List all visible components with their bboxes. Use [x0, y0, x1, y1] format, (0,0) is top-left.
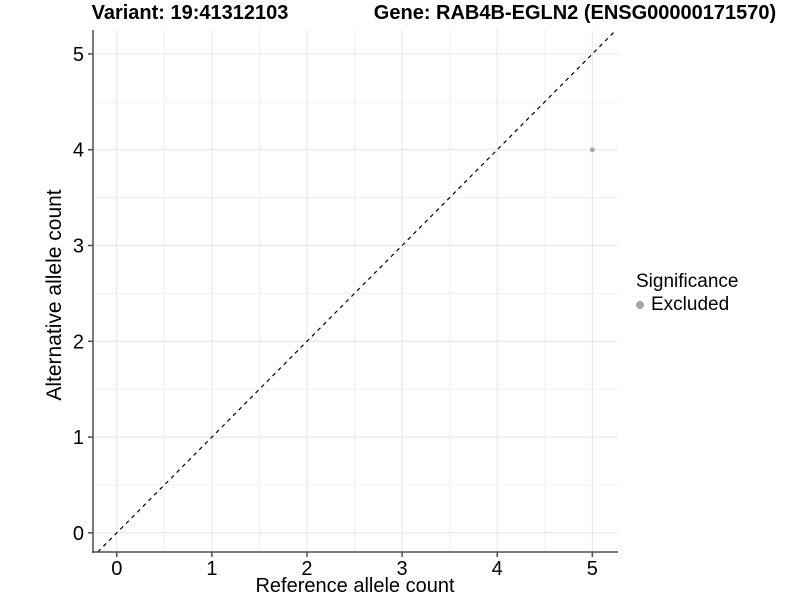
x-tick-label: 1	[206, 558, 217, 580]
x-tick-label: 0	[111, 558, 122, 580]
legend: Significance Excluded	[636, 270, 738, 316]
legend-title: Significance	[636, 271, 739, 292]
x-tick-label: 3	[397, 558, 408, 580]
legend-point-icon	[636, 301, 644, 309]
plot-title-variant: Variant: 19:41312103	[91, 2, 289, 24]
x-tick-label: 2	[301, 558, 312, 580]
data-point	[589, 147, 595, 153]
x-tick-label: 5	[587, 558, 598, 580]
y-tick-label: 4	[73, 140, 84, 162]
x-axis-title: Reference allele count	[255, 575, 455, 597]
identity-reference-line	[97, 29, 617, 553]
y-tick-label: 5	[73, 44, 84, 66]
y-tick-label: 0	[73, 523, 84, 545]
y-tick-label: 3	[73, 236, 84, 258]
y-tick-label: 2	[73, 331, 84, 353]
legend-item-label: Excluded	[651, 294, 730, 315]
legend-item: Excluded	[636, 294, 738, 316]
y-tick-label: 1	[73, 427, 84, 449]
y-axis-title: Alternative allele count	[43, 189, 66, 401]
plot-title-gene: Gene: RAB4B-EGLN2 (ENSG00000171570)	[373, 2, 777, 24]
x-tick-label: 4	[492, 558, 503, 580]
